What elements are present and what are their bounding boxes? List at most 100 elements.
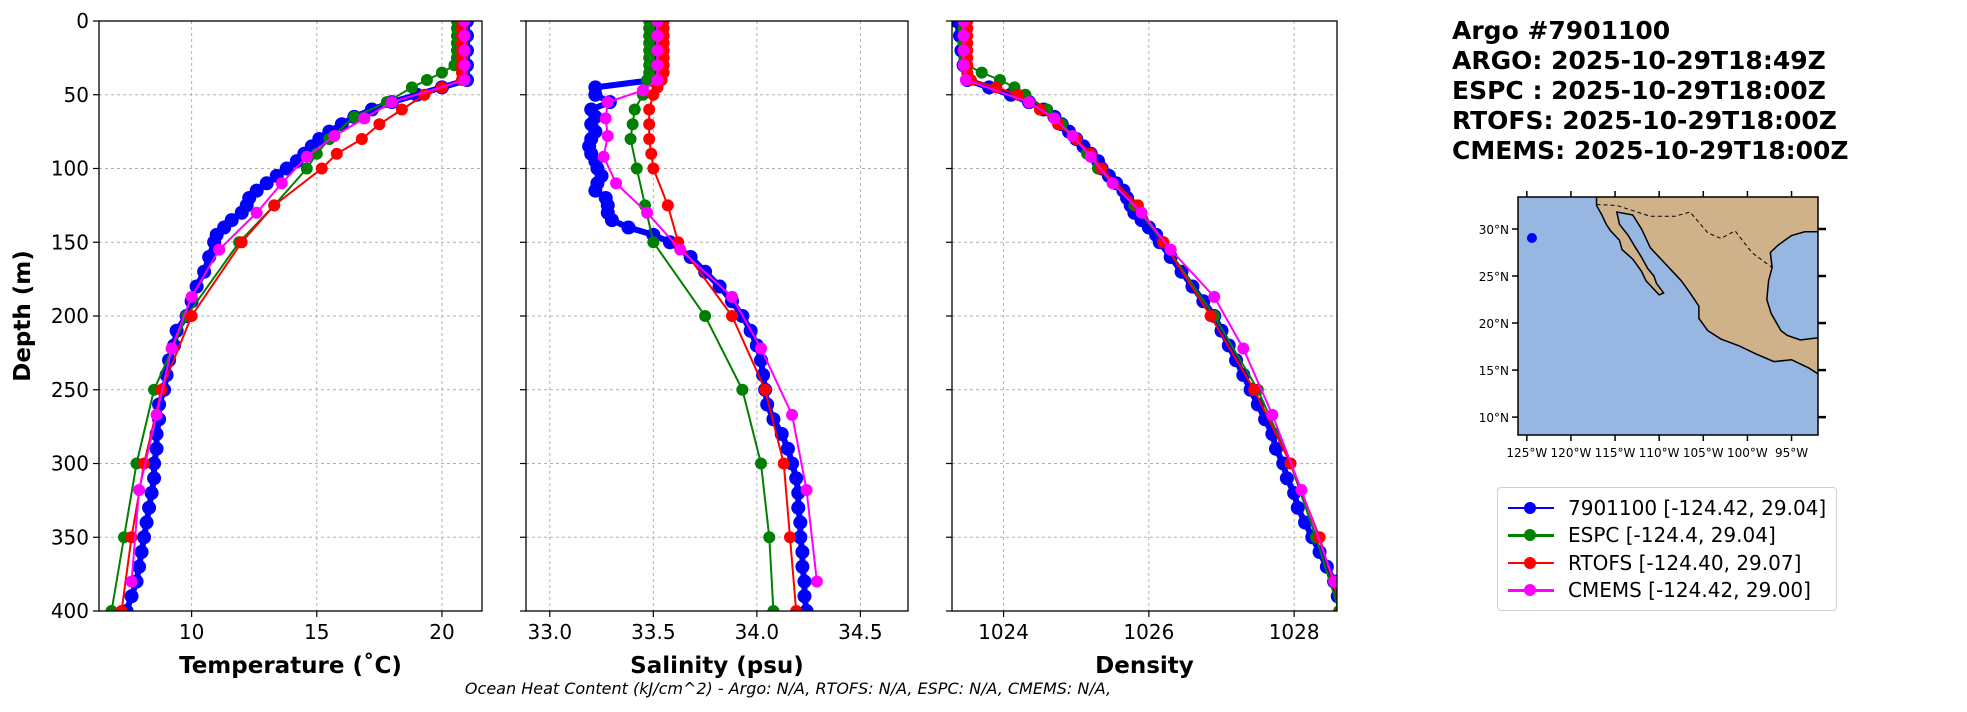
argo-salinity-point xyxy=(793,515,808,530)
location-map: 125°W 120°W 115°W 110°W 105°W 100°W 95°W 30°N 25… xyxy=(1479,191,1826,460)
espc-salinity-point xyxy=(767,605,780,611)
title-espc-time: ESPC : 2025-10-29T18:00Z xyxy=(1452,76,1826,105)
legend-entry: 7901100 [-124.42, 29.04] xyxy=(1506,494,1828,522)
cmems-density-point xyxy=(1084,150,1097,163)
cmems-temperature-line xyxy=(130,21,466,582)
map-lat-label: 10°N xyxy=(1479,411,1509,425)
espc-salinity-point xyxy=(641,74,654,86)
axes-frame xyxy=(98,20,483,612)
cmems-salinity-point xyxy=(641,206,654,219)
map-lat-label: 25°N xyxy=(1479,270,1509,284)
cmems-temperature-point xyxy=(213,243,226,256)
x-axis-label: Temperature (˚C) xyxy=(179,652,402,679)
rtofs-temperature-point xyxy=(355,133,368,145)
x-tick-label: 33.0 xyxy=(528,620,573,644)
argo-salinity-point xyxy=(789,471,804,486)
argo-temperature-point xyxy=(144,486,159,500)
rtofs-salinity-point xyxy=(643,118,656,131)
argo-salinity-point xyxy=(797,589,812,604)
argo-density-point xyxy=(1250,397,1265,412)
y-tick-label: 250 xyxy=(51,378,89,402)
legend-marker xyxy=(1524,556,1536,569)
argo-density-point xyxy=(1298,515,1313,530)
y-tick-label: 50 xyxy=(64,83,89,107)
cmems-salinity-point xyxy=(651,29,664,42)
espc-salinity-point xyxy=(763,531,776,544)
map-lon-label: 105°W xyxy=(1683,446,1724,460)
espc-temperature-point xyxy=(348,110,361,123)
cmems-salinity-point xyxy=(810,575,823,588)
rtofs-temperature-point xyxy=(268,199,281,212)
espc-salinity-point xyxy=(754,457,767,470)
rtofs-salinity-point xyxy=(643,133,656,145)
rtofs-temperature-point xyxy=(315,162,328,175)
rtofs-temperature-point xyxy=(235,236,248,249)
y-tick-label: 0 xyxy=(76,9,89,33)
y-tick-label: 300 xyxy=(51,452,89,476)
rtofs-salinity-point xyxy=(647,88,660,101)
rtofs-salinity-point xyxy=(647,162,660,175)
rtofs-salinity-point xyxy=(759,383,772,396)
argo-temperature-point xyxy=(142,500,157,515)
x-axis-label: Salinity (psu) xyxy=(630,653,804,679)
rtofs-salinity-point xyxy=(645,147,658,160)
rtofs-temperature-point xyxy=(330,147,343,160)
y-tick-label: 100 xyxy=(51,157,89,181)
argo-temperature-point xyxy=(279,161,294,176)
rtofs-salinity-point xyxy=(661,199,674,212)
salinity-panel: 33.0 33.5 34.0 34.5 Salinity (psu) xyxy=(520,20,909,679)
cmems-temperature-point xyxy=(458,21,471,27)
cmems-salinity-point xyxy=(786,408,799,421)
rtofs-density-point xyxy=(1248,383,1261,396)
cmems-temperature-point xyxy=(300,150,313,163)
cmems-salinity-point xyxy=(599,112,612,125)
cmems-density-point xyxy=(1048,112,1061,125)
legend-marker xyxy=(1524,501,1536,514)
cmems-density-point xyxy=(1023,96,1035,109)
cmems-salinity-point xyxy=(636,84,649,97)
espc-temperature-point xyxy=(435,66,448,79)
cmems-temperature-point xyxy=(133,484,146,497)
x-tick-label: 15 xyxy=(304,620,329,644)
cmems-density-point xyxy=(957,59,970,72)
x-tick-label: 1026 xyxy=(1123,620,1174,644)
cmems-salinity-point xyxy=(651,74,664,86)
cmems-salinity-point xyxy=(651,59,664,72)
rtofs-temperature-point xyxy=(395,103,408,116)
map-lon-label: 95°W xyxy=(1775,446,1808,460)
y-axis-label: Depth (m) xyxy=(10,250,36,382)
cmems-salinity-point xyxy=(754,342,767,355)
cmems-density-point xyxy=(1164,243,1177,256)
cmems-temperature-point xyxy=(458,44,471,57)
argo-salinity-point xyxy=(780,441,795,456)
temperature-panel: 10 15 20050100150200250300350400Temperatur… xyxy=(10,9,483,679)
argo-salinity-point xyxy=(621,220,636,235)
argo-density-point xyxy=(1290,500,1305,515)
argo-salinity-point xyxy=(795,559,810,574)
rtofs-temperature-point xyxy=(185,310,198,322)
x-axis-label: Density xyxy=(1095,653,1194,679)
cmems-temperature-point xyxy=(185,290,198,303)
y-tick-label: 400 xyxy=(51,599,89,623)
argo-temperature-point xyxy=(124,589,139,604)
rtofs-temperature-point xyxy=(373,118,386,131)
legend-line-marker-icon xyxy=(1506,525,1556,545)
cmems-density-point xyxy=(1135,206,1148,219)
cmems-temperature-point xyxy=(358,112,371,125)
espc-salinity-point xyxy=(699,310,712,322)
argo-salinity-point xyxy=(604,213,619,228)
salinity-series-group xyxy=(582,21,823,611)
cmems-temperature-point xyxy=(150,408,163,421)
argo-temperature-point xyxy=(147,456,162,471)
legend-entry: ESPC [-124.4, 29.04] xyxy=(1506,522,1828,550)
density-series-group xyxy=(952,21,1337,611)
map-frame xyxy=(1517,196,1819,436)
cmems-density-point xyxy=(957,21,970,27)
argo-salinity-point xyxy=(588,87,603,102)
cmems-salinity-point xyxy=(601,130,614,143)
espc-temperature-point xyxy=(105,605,118,611)
density-panel: 1024 1026 1028 Density xyxy=(946,20,1338,679)
espc-temperature-point xyxy=(405,81,418,94)
argo-location-marker xyxy=(1526,233,1537,244)
